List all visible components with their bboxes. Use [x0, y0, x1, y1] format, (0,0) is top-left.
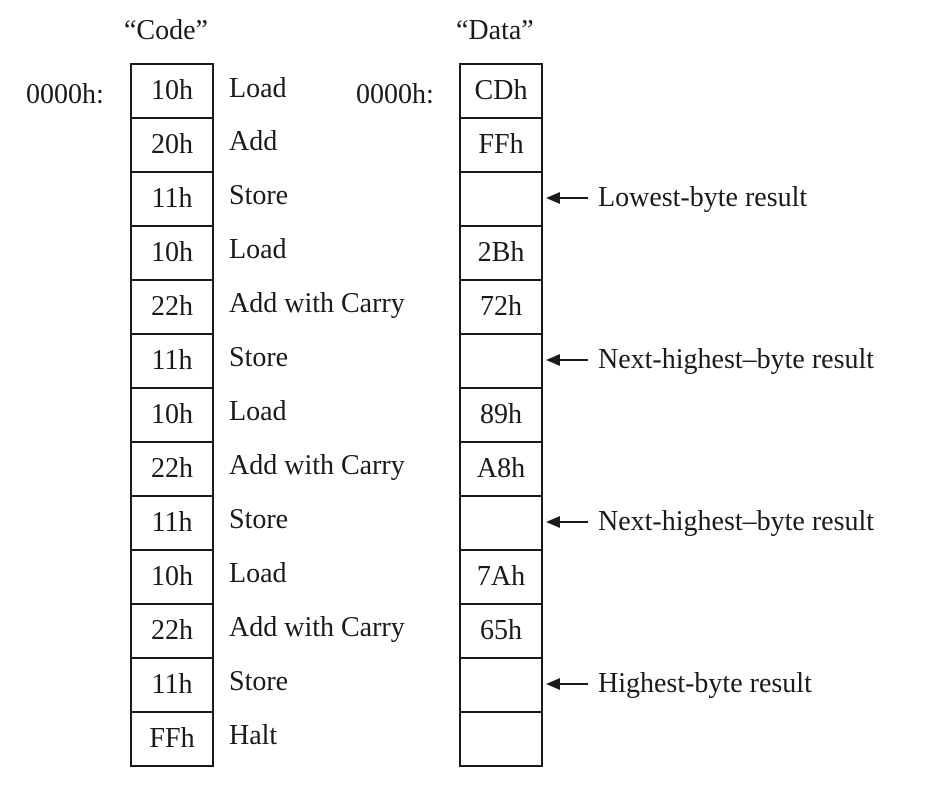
code-byte-cell: 22h — [132, 441, 212, 495]
instruction-mnemonic: Store — [229, 342, 289, 373]
data-byte-cell: 7Ah — [461, 549, 541, 603]
instruction-mnemonic: Add with Carry — [229, 450, 405, 481]
data-column-title: “Data” — [456, 15, 534, 46]
instruction-mnemonic: Load — [229, 396, 287, 427]
data-byte-cell: 2Bh — [461, 225, 541, 279]
arrow-left-icon — [546, 192, 588, 204]
data-result-cell — [461, 711, 541, 765]
instruction-mnemonic: Halt — [229, 720, 278, 751]
code-start-address: 0000h: — [26, 79, 104, 110]
data-result-cell — [461, 495, 541, 549]
arrow-left-icon — [546, 354, 588, 366]
data-memory-column: CDh FFh 2Bh 72h 89h A8h 7Ah 65h — [459, 63, 543, 767]
arrow-left-icon — [546, 678, 588, 690]
data-byte-cell: CDh — [474, 75, 528, 106]
result-annotation: Highest-byte result — [546, 669, 812, 699]
annotation-label: Highest-byte result — [598, 668, 812, 699]
data-byte-cell: 65h — [461, 603, 541, 657]
data-byte-cell: 89h — [461, 387, 541, 441]
result-annotation: Lowest-byte result — [546, 183, 807, 213]
instruction-mnemonic: Store — [229, 666, 289, 697]
annotation-label: Next-highest–byte result — [598, 506, 875, 537]
annotation-label: Next-highest–byte result — [598, 344, 875, 375]
instruction-mnemonic: Add with Carry — [229, 288, 405, 319]
code-memory-column: 10h 20h 11h 10h 22h 11h 10h 22h 11h 10h 22h 11h FFh — [130, 63, 214, 767]
instruction-mnemonic: Load — [229, 73, 287, 104]
result-annotation: Next-highest–byte result — [546, 345, 874, 375]
code-byte-cell: 10h — [132, 549, 212, 603]
data-result-cell — [461, 333, 541, 387]
instruction-mnemonic: Store — [229, 180, 289, 211]
data-start-address: 0000h: — [356, 79, 434, 110]
data-result-cell — [461, 171, 541, 225]
code-byte-cell: 11h — [132, 171, 212, 225]
annotation-label: Lowest-byte result — [598, 182, 808, 213]
code-byte-cell: 11h — [132, 333, 212, 387]
data-result-cell — [461, 657, 541, 711]
data-byte-cell: A8h — [461, 441, 541, 495]
instruction-mnemonic: Store — [229, 504, 289, 535]
arrow-left-icon — [546, 516, 588, 528]
code-byte-cell: 11h — [132, 495, 212, 549]
instruction-mnemonic: Load — [229, 558, 287, 589]
result-annotation: Next-highest–byte result — [546, 507, 874, 537]
code-column-title: “Code” — [124, 15, 208, 46]
instruction-mnemonic: Load — [229, 234, 287, 265]
mnemonic-list: Load Add Store Load Add with Carry Store Load A… — [229, 63, 405, 763]
code-byte-cell: 22h — [132, 279, 212, 333]
code-byte-cell: 22h — [132, 603, 212, 657]
code-byte-cell: 10h — [132, 225, 212, 279]
code-byte-cell: 10h — [151, 75, 193, 106]
data-byte-cell: FFh — [461, 117, 541, 171]
code-byte-cell: 11h — [132, 657, 212, 711]
code-byte-cell: 20h — [132, 117, 212, 171]
instruction-mnemonic: Add with Carry — [229, 612, 405, 643]
instruction-mnemonic: Add — [229, 126, 278, 157]
data-byte-cell: 72h — [461, 279, 541, 333]
code-byte-cell: 10h — [132, 387, 212, 441]
code-byte-cell: FFh — [132, 711, 212, 765]
